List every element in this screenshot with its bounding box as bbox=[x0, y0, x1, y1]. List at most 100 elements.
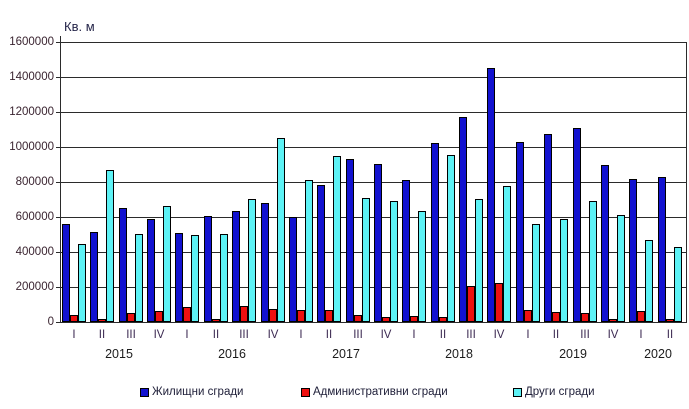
y-axis-tick-label: 0 bbox=[47, 316, 54, 328]
quarter-label: III bbox=[466, 329, 476, 341]
bar-other-2018-IV bbox=[503, 186, 511, 322]
bar-residential-2016-I bbox=[175, 233, 183, 322]
bar-administrative-2020-II bbox=[666, 319, 674, 322]
bar-other-2019-II bbox=[560, 219, 568, 322]
bar-residential-2019-III bbox=[573, 128, 581, 322]
quarter-label: III bbox=[239, 329, 249, 341]
quarter-label: II bbox=[98, 329, 106, 341]
bar-administrative-2017-IV bbox=[382, 317, 390, 322]
quarter-label: I bbox=[639, 329, 643, 341]
legend-entry: Административни сгради bbox=[301, 386, 448, 398]
bar-residential-2016-III bbox=[232, 211, 240, 322]
bar-administrative-2015-III bbox=[127, 313, 135, 322]
bar-administrative-2019-II bbox=[552, 312, 560, 322]
bar-administrative-2018-I bbox=[410, 316, 418, 322]
y-axis-tick-label: 1200000 bbox=[9, 106, 54, 118]
bar-residential-2015-I bbox=[62, 224, 70, 322]
quarter-label: IV bbox=[493, 329, 505, 341]
bar-administrative-2015-I bbox=[70, 315, 78, 322]
bar-other-2016-IV bbox=[277, 138, 285, 322]
y-gridline bbox=[60, 217, 686, 218]
x-axis-line bbox=[60, 322, 687, 323]
y-axis-tick bbox=[56, 147, 60, 148]
bar-administrative-2019-I bbox=[524, 310, 532, 322]
quarter-label: I bbox=[526, 329, 530, 341]
bar-residential-2016-IV bbox=[261, 203, 269, 322]
y-axis-tick bbox=[56, 322, 60, 323]
year-label: 2019 bbox=[559, 347, 587, 361]
legend-swatch-icon bbox=[301, 387, 310, 397]
quarter-label: IV bbox=[607, 329, 619, 341]
bar-administrative-2018-III bbox=[467, 286, 475, 322]
bar-other-2017-III bbox=[362, 198, 370, 322]
quarter-label: IV bbox=[153, 329, 165, 341]
bar-other-2019-III bbox=[589, 201, 597, 322]
bar-other-2019-I bbox=[532, 224, 540, 322]
y-gridline bbox=[60, 112, 686, 113]
y-axis-tick-label: 400000 bbox=[15, 246, 54, 258]
y-axis-tick-label: 1600000 bbox=[9, 36, 54, 48]
quarter-label: III bbox=[353, 329, 363, 341]
bar-residential-2019-I bbox=[516, 142, 524, 322]
y-axis-tick bbox=[56, 112, 60, 113]
bar-administrative-2015-II bbox=[98, 319, 106, 322]
bar-administrative-2017-II bbox=[325, 310, 333, 322]
quarter-label: II bbox=[212, 329, 220, 341]
year-label: 2016 bbox=[218, 347, 246, 361]
y-gridline bbox=[60, 42, 686, 43]
bar-other-2020-II bbox=[674, 247, 682, 322]
bar-other-2016-I bbox=[191, 235, 199, 322]
bar-administrative-2016-II bbox=[212, 319, 220, 322]
bar-other-2020-I bbox=[645, 240, 653, 322]
bar-other-2018-II bbox=[447, 155, 455, 322]
bar-residential-2018-III bbox=[459, 117, 467, 322]
y-axis-tick bbox=[56, 217, 60, 218]
y-axis-tick bbox=[56, 287, 60, 288]
bar-administrative-2018-II bbox=[439, 317, 447, 322]
bar-administrative-2016-I bbox=[183, 307, 191, 322]
bar-residential-2018-I bbox=[402, 180, 410, 322]
legend-label: Жилищни сгради bbox=[152, 386, 244, 398]
bar-other-2016-II bbox=[220, 234, 228, 322]
quarter-label: I bbox=[185, 329, 189, 341]
bar-other-2015-IV bbox=[163, 206, 171, 322]
bar-administrative-2015-IV bbox=[155, 311, 163, 322]
y-axis-tick bbox=[56, 42, 60, 43]
y-axis-unit-label: Кв. м bbox=[64, 19, 95, 34]
quarter-label: IV bbox=[380, 329, 392, 341]
bar-administrative-2019-IV bbox=[609, 319, 617, 322]
y-gridline bbox=[60, 182, 686, 183]
bar-other-2018-I bbox=[418, 211, 426, 322]
bar-residential-2015-II bbox=[90, 232, 98, 322]
bar-residential-2019-IV bbox=[601, 165, 609, 322]
bar-administrative-2018-IV bbox=[495, 283, 503, 322]
plot-right-border bbox=[686, 42, 687, 322]
y-axis-tick-label: 600000 bbox=[15, 211, 54, 223]
bar-residential-2019-II bbox=[544, 134, 552, 322]
year-label: 2017 bbox=[332, 347, 360, 361]
bar-other-2017-I bbox=[305, 180, 313, 322]
bar-residential-2018-IV bbox=[487, 68, 495, 322]
bar-other-2017-II bbox=[333, 156, 341, 322]
bar-residential-2018-II bbox=[431, 143, 439, 322]
y-gridline bbox=[60, 77, 686, 78]
quarter-label: II bbox=[552, 329, 560, 341]
quarter-label: II bbox=[439, 329, 447, 341]
quarter-label: I bbox=[412, 329, 416, 341]
bar-administrative-2016-III bbox=[240, 306, 248, 322]
legend-label: Административни сгради bbox=[313, 386, 448, 398]
bar-residential-2017-II bbox=[317, 185, 325, 322]
quarter-label: IV bbox=[267, 329, 279, 341]
bar-residential-2017-IV bbox=[374, 164, 382, 322]
y-axis-tick-label: 800000 bbox=[15, 176, 54, 188]
y-gridline bbox=[60, 252, 686, 253]
legend-entry: Други сгради bbox=[513, 386, 595, 398]
y-axis-tick-label: 1400000 bbox=[9, 71, 54, 83]
legend-swatch-icon bbox=[513, 387, 522, 397]
bar-administrative-2017-I bbox=[297, 310, 305, 322]
bar-administrative-2017-III bbox=[354, 315, 362, 322]
bar-other-2019-IV bbox=[617, 215, 625, 322]
bar-other-2017-IV bbox=[390, 201, 398, 322]
year-label: 2018 bbox=[445, 347, 473, 361]
